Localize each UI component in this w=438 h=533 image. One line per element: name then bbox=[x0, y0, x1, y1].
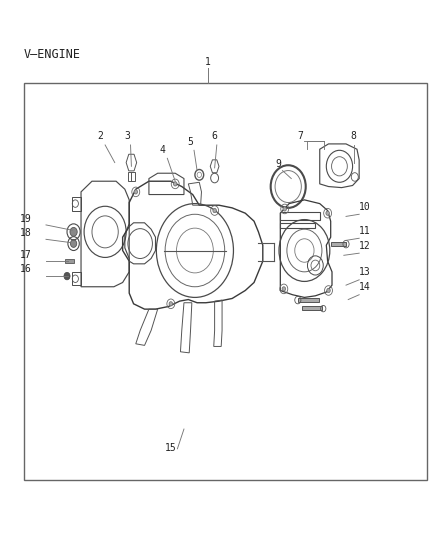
Polygon shape bbox=[302, 306, 322, 310]
Text: 13: 13 bbox=[359, 267, 371, 277]
Circle shape bbox=[169, 302, 173, 306]
Circle shape bbox=[173, 182, 177, 186]
Text: 1: 1 bbox=[205, 57, 211, 67]
Circle shape bbox=[327, 288, 330, 293]
Text: 19: 19 bbox=[20, 214, 32, 224]
Circle shape bbox=[213, 208, 216, 213]
Text: 4: 4 bbox=[159, 144, 165, 155]
Text: 12: 12 bbox=[359, 240, 371, 251]
Circle shape bbox=[64, 272, 70, 280]
Circle shape bbox=[71, 240, 77, 247]
Text: 2: 2 bbox=[98, 131, 104, 141]
Text: 3: 3 bbox=[124, 131, 130, 141]
Text: 5: 5 bbox=[187, 136, 194, 147]
Bar bbox=[24, 83, 427, 480]
Text: 9: 9 bbox=[275, 159, 281, 169]
Text: V–ENGINE: V–ENGINE bbox=[24, 49, 81, 61]
Text: 8: 8 bbox=[350, 131, 356, 141]
Text: 7: 7 bbox=[297, 131, 303, 141]
Circle shape bbox=[282, 287, 286, 291]
Polygon shape bbox=[331, 242, 346, 246]
Text: 15: 15 bbox=[165, 443, 177, 453]
Polygon shape bbox=[65, 259, 74, 263]
Text: 10: 10 bbox=[359, 201, 371, 212]
Text: 17: 17 bbox=[20, 250, 32, 260]
Text: 6: 6 bbox=[212, 131, 218, 141]
Circle shape bbox=[70, 228, 77, 236]
Text: 14: 14 bbox=[359, 282, 371, 292]
Circle shape bbox=[326, 211, 329, 215]
Text: 11: 11 bbox=[359, 225, 371, 236]
Polygon shape bbox=[298, 298, 319, 302]
Circle shape bbox=[134, 190, 138, 194]
Circle shape bbox=[283, 207, 286, 211]
Text: 16: 16 bbox=[20, 264, 32, 274]
Text: 18: 18 bbox=[20, 228, 32, 238]
